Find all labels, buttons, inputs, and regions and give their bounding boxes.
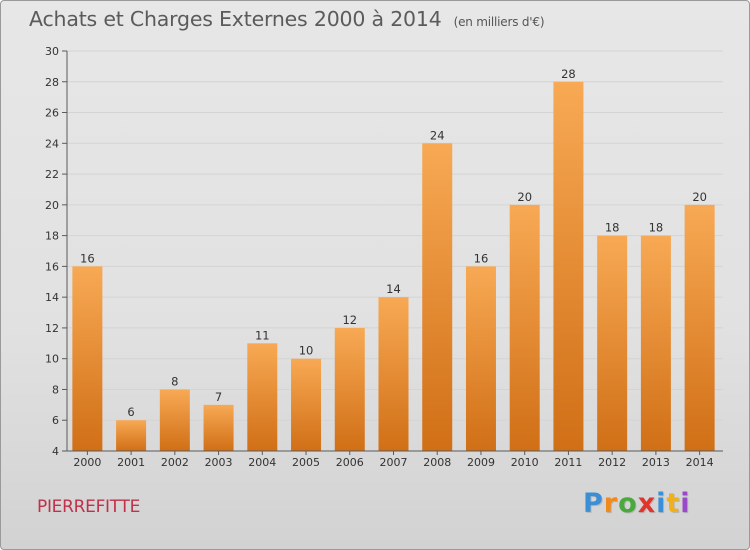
logo-letter: i — [656, 488, 667, 519]
logo-letter: t — [666, 488, 681, 519]
y-tick-label: 4 — [52, 445, 59, 458]
x-tick-label: 2011 — [554, 456, 582, 469]
logo-letter: i — [680, 488, 691, 519]
bar — [684, 204, 715, 451]
data-label: 12 — [342, 313, 357, 327]
bar — [247, 343, 278, 451]
y-tick-label: 24 — [45, 137, 59, 150]
data-label: 11 — [255, 328, 270, 342]
chart-title: Achats et Charges Externes 2000 à 2014 (e… — [29, 7, 545, 37]
axes: 4 6 8 10 12 14 16 18 20 22 24 26 28 30 2000 2001 2002 200… — [45, 45, 723, 469]
y-tick-label: 8 — [52, 383, 59, 396]
x-tick-label: 2014 — [686, 456, 714, 469]
bar — [509, 204, 540, 451]
x-tick-label: 2013 — [642, 456, 670, 469]
x-tick-label: 2012 — [598, 456, 626, 469]
data-label: 16 — [80, 251, 95, 265]
logo-letter: o — [618, 488, 638, 519]
y-tick-label: 14 — [45, 291, 59, 304]
x-tick-label: 2003 — [205, 456, 233, 469]
data-label: 8 — [171, 374, 178, 388]
y-tick-label: 12 — [45, 322, 59, 335]
commune-name: PIERREFITTE — [37, 497, 141, 517]
y-tick-label: 18 — [45, 230, 59, 243]
data-label: 20 — [692, 190, 707, 204]
x-tick-label: 2002 — [161, 456, 189, 469]
bar — [465, 266, 496, 451]
bar — [597, 235, 628, 451]
y-tick-label: 20 — [45, 199, 59, 212]
data-label: 7 — [215, 390, 222, 404]
x-tick-label: 2005 — [292, 456, 320, 469]
y-tick-label: 16 — [45, 260, 59, 273]
bar — [291, 358, 322, 451]
title-text: Achats et Charges Externes 2000 à 2014 — [29, 7, 442, 31]
bar — [422, 143, 453, 452]
bar — [159, 389, 190, 451]
bar — [116, 420, 147, 451]
x-tick-label: 2006 — [336, 456, 364, 469]
y-tick-label: 10 — [45, 353, 59, 366]
x-tick-label: 2001 — [117, 456, 145, 469]
data-label: 16 — [474, 251, 489, 265]
data-label: 6 — [127, 405, 134, 419]
bar — [553, 81, 584, 452]
logo-letter: P — [583, 488, 604, 519]
y-tick-label: 6 — [52, 414, 59, 427]
x-tick-label: 2007 — [380, 456, 408, 469]
x-tick-label: 2004 — [248, 456, 276, 469]
proxiti-logo: Proxiti — [583, 488, 691, 519]
x-tick-label: 2009 — [467, 456, 495, 469]
bar — [203, 404, 234, 451]
data-label: 24 — [430, 128, 445, 142]
bar — [640, 235, 671, 451]
bars — [72, 81, 715, 452]
x-tick-label: 2000 — [73, 456, 101, 469]
x-tick-label: 2010 — [511, 456, 539, 469]
bar — [72, 266, 103, 451]
data-label: 18 — [605, 221, 620, 235]
chart-subtitle: (en milliers d'€) — [453, 15, 545, 29]
data-labels: 16 6 8 7 11 10 12 14 24 16 20 28 18 18 20 — [80, 67, 707, 419]
data-label: 10 — [299, 344, 314, 358]
y-tick-label: 26 — [45, 107, 59, 120]
logo-letter: r — [603, 488, 619, 519]
logo-letter: x — [637, 488, 657, 519]
y-tick-label: 30 — [45, 45, 59, 58]
data-label: 14 — [386, 282, 401, 296]
bar — [334, 327, 365, 451]
x-tick-label: 2008 — [423, 456, 451, 469]
data-label: 18 — [649, 221, 664, 235]
data-label: 20 — [517, 190, 532, 204]
data-label: 28 — [561, 67, 576, 81]
y-tick-label: 22 — [45, 168, 59, 181]
bar — [378, 297, 409, 451]
y-tick-label: 28 — [45, 76, 59, 89]
